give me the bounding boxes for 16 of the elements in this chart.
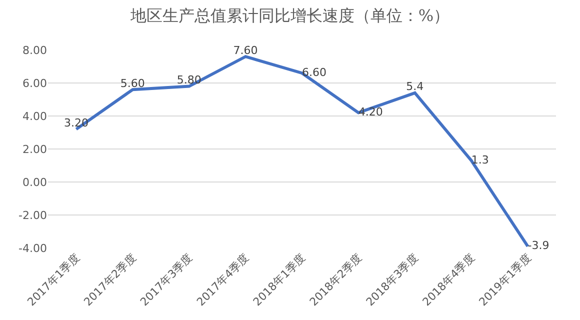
data-label: 5.60 (120, 76, 145, 90)
y-tick-label: -4.00 (18, 242, 47, 255)
y-tick-label: 6.00 (22, 76, 47, 90)
data-label: 6.60 (302, 66, 326, 79)
y-tick-label: 8.00 (22, 44, 47, 57)
y-tick-label: 4.00 (22, 110, 47, 123)
chart-title: 地区生产总值累计同比增长速度（单位：%） (129, 6, 450, 25)
data-label: 4.20 (358, 105, 383, 118)
data-label: 5.80 (176, 74, 202, 87)
data-label: 1.3 (471, 153, 489, 166)
data-label: 5.4 (406, 80, 424, 94)
y-tick-label: 2.00 (22, 142, 47, 156)
data-label: 7.60 (233, 44, 258, 57)
y-tick-label: -2.00 (18, 208, 47, 222)
y-tick-label: 0.00 (22, 176, 47, 189)
data-label: -3.9 (528, 239, 550, 252)
